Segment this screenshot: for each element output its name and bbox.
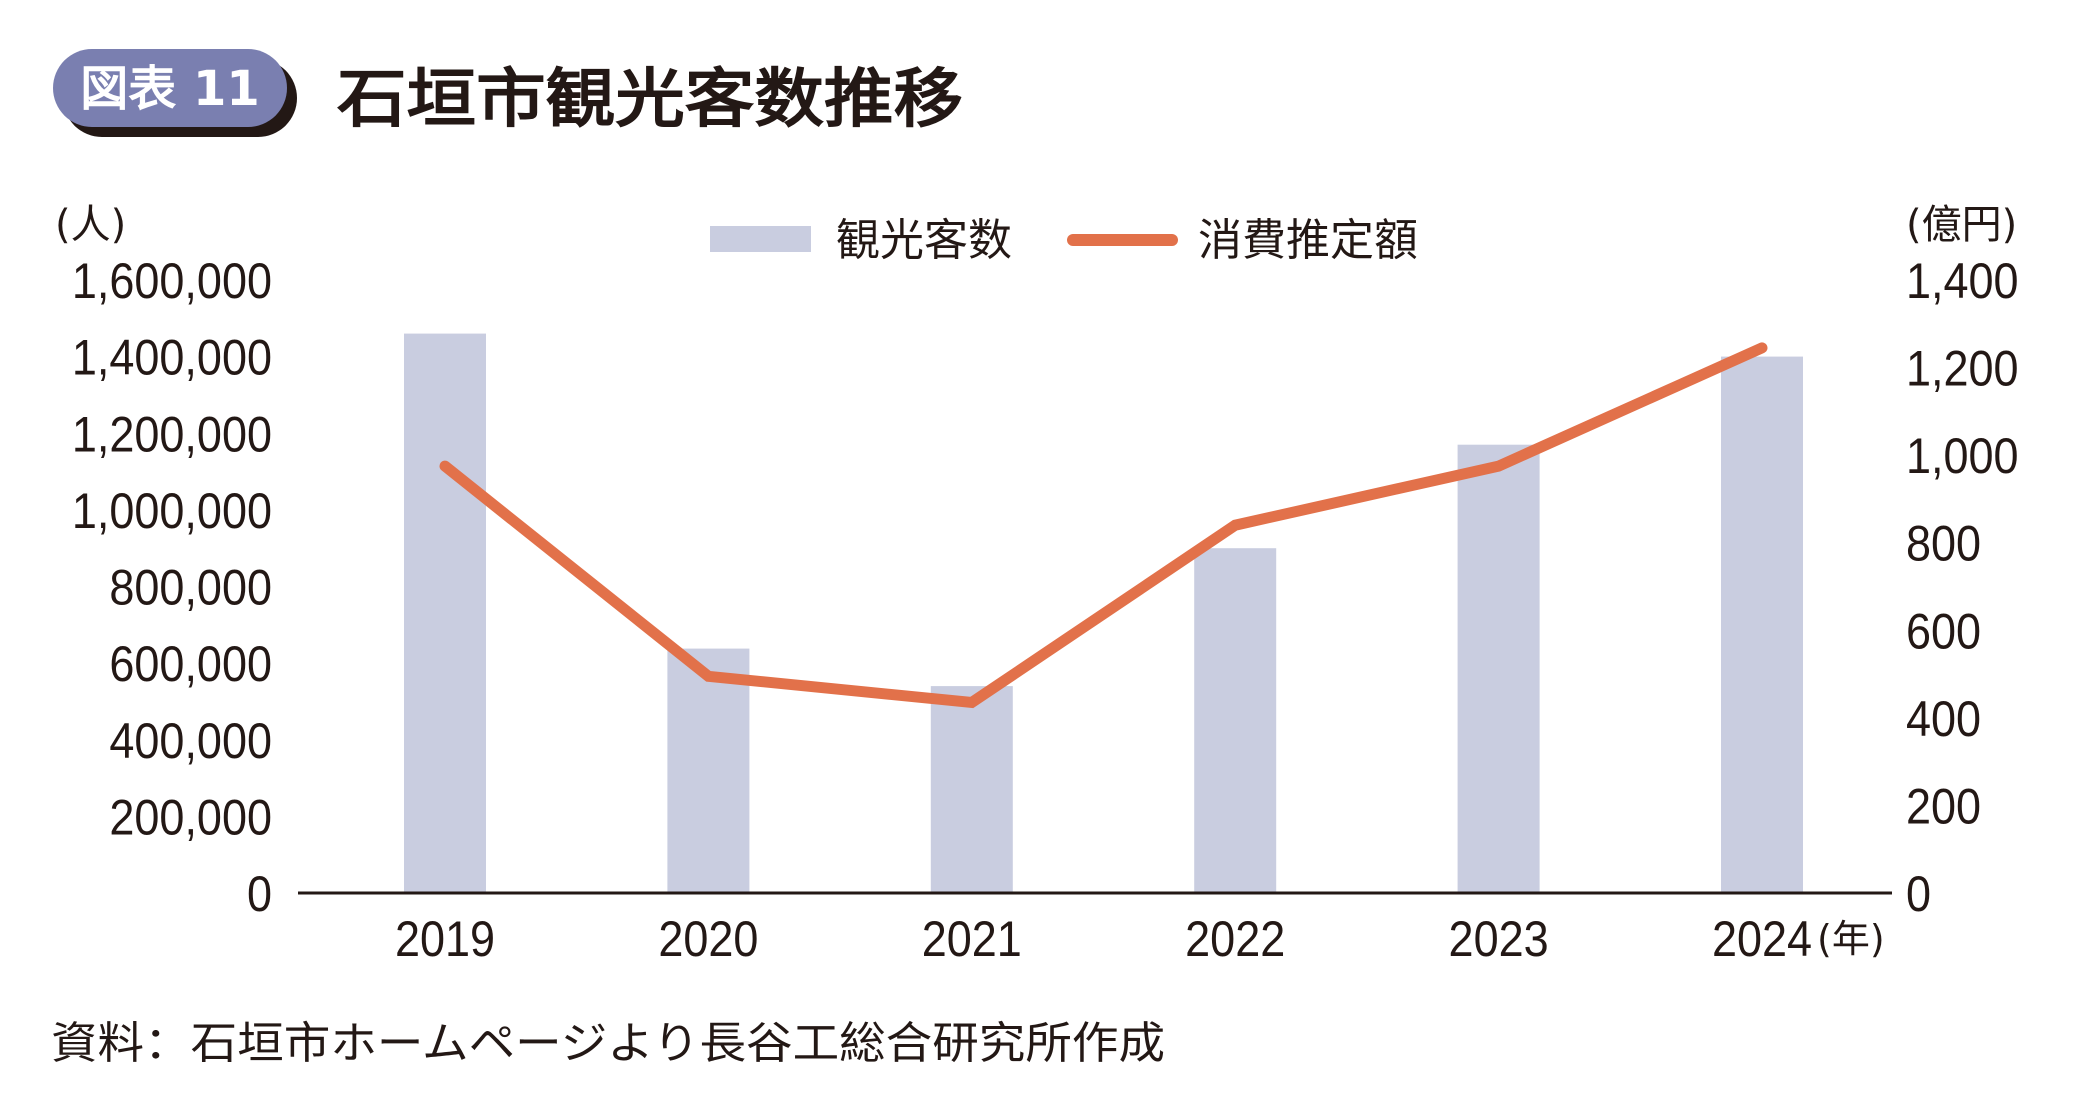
right-tick-label: 1,000 (1906, 429, 2019, 485)
figure-badge: 図表 11 (53, 49, 297, 137)
bar-2021 (930, 686, 1013, 893)
line-series (439, 342, 1768, 709)
left-tick-label: 1,600,000 (72, 254, 272, 310)
right-tick-label: 1,400 (1906, 254, 2019, 310)
x-tick-label: 2020 (658, 912, 758, 968)
chart-title: 石垣市観光客数推移 (337, 63, 963, 137)
bar-2022 (1194, 548, 1277, 893)
right-tick-label: 0 (1906, 867, 1931, 923)
left-tick-label: 1,400,000 (72, 330, 272, 386)
line-path (439, 342, 1768, 709)
legend-bar-swatch (710, 226, 811, 252)
legend: 観光客数 消費推定額 (710, 215, 1418, 266)
right-tick-label: 400 (1906, 692, 1981, 748)
left-tick-label: 1,200,000 (72, 407, 272, 463)
x-tick-label: 2022 (1185, 912, 1285, 968)
x-tick-label: 2021 (922, 912, 1022, 968)
left-tick-label: 600,000 (109, 637, 272, 693)
right-axis-unit: (億円) (1906, 202, 2017, 248)
badge-pill (53, 49, 287, 127)
right-tick-label: 600 (1906, 604, 1981, 660)
right-tick-label: 1,200 (1906, 341, 2019, 397)
bar-series (404, 333, 1803, 894)
x-tick-label: 2024 (1712, 912, 1812, 968)
left-tick-label: 0 (247, 867, 272, 923)
right-tick-label: 200 (1906, 779, 1981, 835)
left-tick-label: 200,000 (109, 790, 272, 846)
x-tick-label: 2019 (395, 912, 495, 968)
x-axis-ticks: 2019 2020 2021 2022 2023 2024 (395, 912, 1812, 968)
x-axis-unit: (年) (1817, 917, 1885, 961)
bar-2020 (667, 648, 750, 893)
bar-2023 (1457, 444, 1540, 893)
right-axis-ticks: 0 200 400 600 800 1,000 1,200 1,400 (1906, 254, 2019, 923)
left-tick-label: 400,000 (109, 714, 272, 770)
right-tick-label: 800 (1906, 517, 1981, 573)
left-axis-unit: (人) (55, 202, 126, 248)
source-note: 資料：石垣市ホームページより長谷工総合研究所作成 (51, 1018, 1165, 1069)
x-tick-label: 2023 (1449, 912, 1549, 968)
bar-2024 (1721, 356, 1803, 894)
legend-bar-label: 観光客数 (836, 215, 1012, 266)
legend-line-label: 消費推定額 (1198, 215, 1418, 266)
left-tick-label: 800,000 (109, 560, 272, 616)
left-tick-label: 1,000,000 (72, 484, 272, 540)
bar-2019 (404, 333, 486, 894)
badge-label: 図表 11 (80, 61, 260, 117)
left-axis-ticks: 0 200,000 400,000 600,000 800,000 1,000,000 1,… (72, 254, 272, 923)
